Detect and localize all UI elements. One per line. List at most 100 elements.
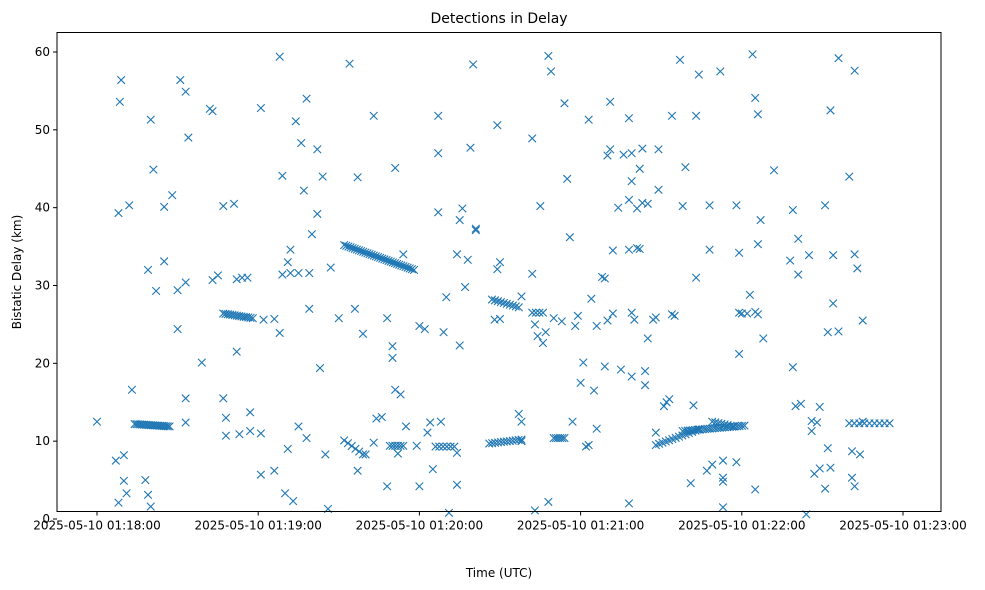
detection-point xyxy=(345,59,354,68)
detection-point xyxy=(807,416,816,426)
detection-point xyxy=(756,215,765,225)
detection-point xyxy=(686,479,695,488)
detection-point xyxy=(544,497,553,507)
detection-point xyxy=(463,255,472,265)
detection-point xyxy=(535,308,544,317)
detection-point xyxy=(245,408,255,417)
detection-point xyxy=(815,402,824,412)
detection-point xyxy=(471,224,481,233)
detection-point xyxy=(435,442,444,451)
detection-point xyxy=(369,438,378,447)
detection-point xyxy=(278,270,287,279)
detection-point xyxy=(442,292,451,302)
detection-point xyxy=(219,201,228,211)
detection-point xyxy=(614,203,623,212)
detection-point xyxy=(796,399,806,408)
detection-point xyxy=(834,327,843,336)
detection-point xyxy=(511,302,521,311)
detection-point xyxy=(436,417,446,426)
detection-point xyxy=(294,422,303,431)
y-tick-label: 40 xyxy=(35,201,50,215)
detection-point xyxy=(490,296,500,305)
detection-point xyxy=(221,413,231,423)
detection-point xyxy=(452,480,462,489)
detection-point xyxy=(517,417,526,426)
detection-point xyxy=(624,245,634,254)
detection-point xyxy=(759,334,768,343)
detection-point xyxy=(651,428,661,437)
detection-point xyxy=(229,199,239,208)
detection-point xyxy=(288,496,298,506)
detection-point xyxy=(742,309,752,318)
x-tick-label: 2025-05-10 01:20:00 xyxy=(356,519,483,533)
detection-point xyxy=(651,313,661,322)
detection-point xyxy=(382,314,392,323)
detection-point xyxy=(659,401,669,411)
detection-point xyxy=(388,342,397,351)
detection-point xyxy=(159,257,169,266)
detection-point xyxy=(640,366,650,376)
detection-point xyxy=(219,394,228,403)
detection-point xyxy=(334,314,343,323)
detection-point xyxy=(785,256,795,265)
detection-point xyxy=(248,314,258,323)
detection-point xyxy=(718,473,728,482)
detection-point xyxy=(305,268,314,278)
detection-point xyxy=(283,444,292,454)
detection-point xyxy=(452,448,462,458)
detection-point xyxy=(471,226,481,235)
detection-point xyxy=(444,508,454,517)
detection-point xyxy=(689,401,698,410)
y-axis-label: Bistatic Delay (km) xyxy=(10,215,24,330)
detection-point xyxy=(627,372,636,381)
detection-point xyxy=(640,380,650,390)
detection-point xyxy=(146,115,155,124)
detection-point xyxy=(412,441,421,451)
detection-point xyxy=(732,457,741,467)
detection-point xyxy=(558,433,567,443)
detection-point xyxy=(446,442,455,451)
detection-point xyxy=(748,50,757,59)
detection-point xyxy=(716,67,725,76)
detection-point xyxy=(794,270,803,279)
detection-point xyxy=(339,436,349,445)
detection-point xyxy=(351,444,360,453)
detection-point xyxy=(705,201,714,210)
detection-point xyxy=(428,464,438,474)
detection-point xyxy=(670,311,679,321)
detection-point xyxy=(487,295,497,304)
y-tick-label: 20 xyxy=(35,356,50,370)
detection-point xyxy=(358,329,368,338)
detection-point xyxy=(505,300,515,309)
detection-point xyxy=(630,315,639,324)
detection-point xyxy=(541,328,550,337)
detection-point xyxy=(221,431,231,440)
detection-point xyxy=(286,245,295,254)
detection-point xyxy=(600,362,609,371)
detection-point xyxy=(603,316,612,325)
detection-point xyxy=(702,466,712,475)
detection-point xyxy=(726,421,735,430)
x-tick-label: 2025-05-10 01:19:00 xyxy=(194,519,321,533)
detection-point xyxy=(635,244,644,254)
detection-point xyxy=(753,110,763,119)
detection-point xyxy=(538,338,548,348)
detection-point xyxy=(608,309,618,318)
detection-point xyxy=(127,385,137,394)
detection-point xyxy=(270,466,279,475)
detection-point xyxy=(576,378,585,387)
detection-point xyxy=(751,485,760,494)
detection-point xyxy=(581,442,591,451)
detection-point xyxy=(450,442,459,451)
detection-point xyxy=(627,177,636,186)
detection-point xyxy=(181,418,190,427)
plot-frame xyxy=(56,32,942,512)
detection-point xyxy=(528,134,537,143)
detection-point xyxy=(438,442,448,451)
detection-point xyxy=(353,173,362,182)
detection-point xyxy=(296,138,306,148)
detection-point xyxy=(431,442,440,451)
detection-point xyxy=(823,443,832,453)
detection-point xyxy=(528,308,537,317)
y-tick-label: 10 xyxy=(35,434,50,448)
